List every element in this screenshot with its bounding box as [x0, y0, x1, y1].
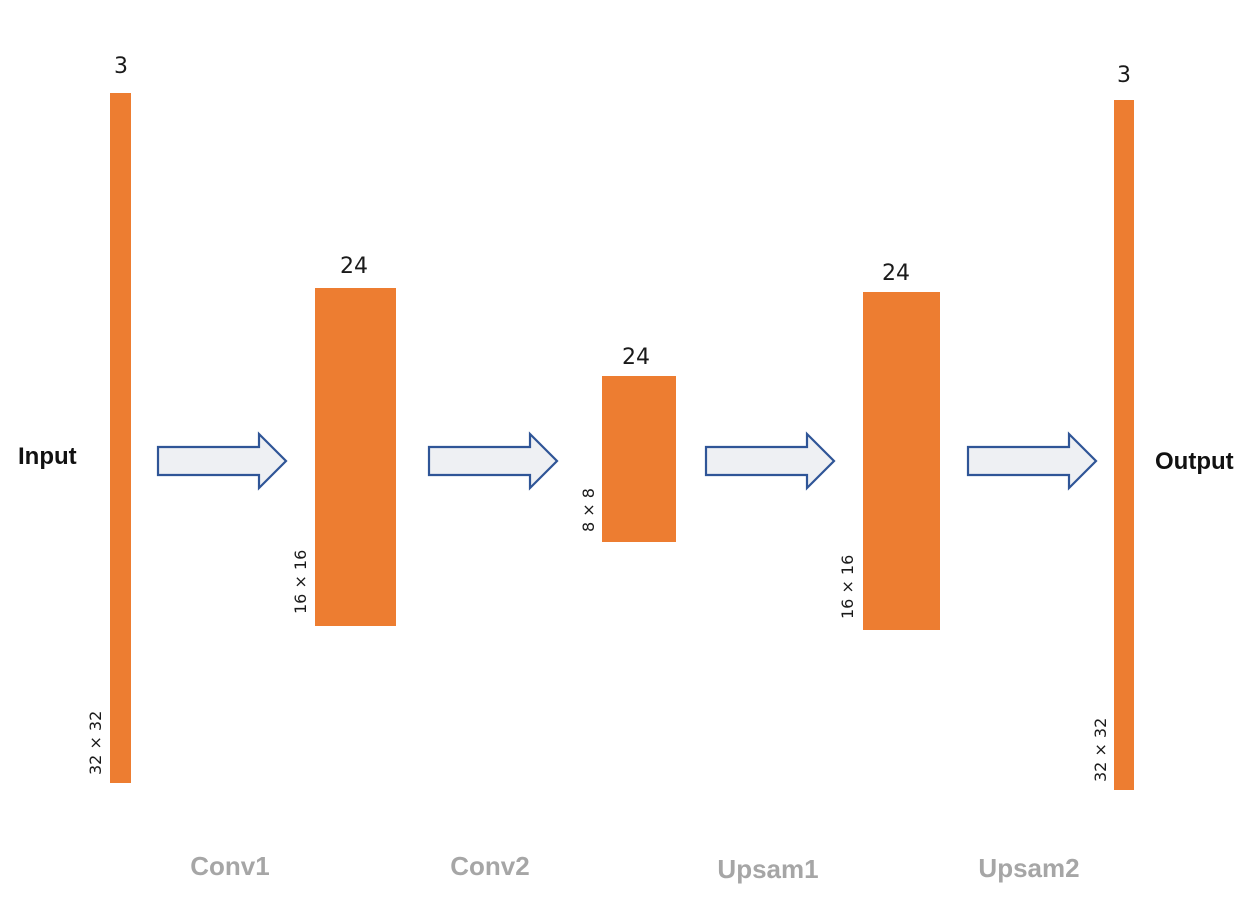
- input-size-label: 32 × 32: [86, 710, 105, 775]
- upsam2-arrow-icon: [966, 431, 1098, 491]
- upsam1-arrow-icon: [704, 431, 836, 491]
- conv2-feature-map: [602, 376, 676, 542]
- input-channels-label: 3: [114, 54, 128, 79]
- conv1-channels-label: 24: [340, 254, 368, 279]
- op-label-conv2: Conv2: [450, 851, 530, 881]
- upsam1-channels-label: 24: [882, 261, 910, 286]
- input-label: Input: [18, 443, 77, 470]
- conv1-arrow-icon: [156, 431, 288, 491]
- upsam1-feature-map: [863, 292, 940, 630]
- op-label-upsam2: Upsam2: [978, 853, 1080, 883]
- conv2-arrow-icon: [427, 431, 559, 491]
- conv1-feature-map: [315, 288, 396, 626]
- conv2-size-label: 8 × 8: [579, 488, 598, 532]
- input-feature-map: [110, 93, 131, 783]
- output-feature-map: [1114, 100, 1134, 790]
- output-label: Output: [1155, 448, 1234, 475]
- op-label-upsam1: Upsam1: [717, 854, 819, 884]
- op-label-conv1: Conv1: [190, 851, 270, 881]
- conv1-size-label: 16 × 16: [291, 549, 310, 614]
- output-size-label: 32 × 32: [1091, 717, 1110, 782]
- conv2-channels-label: 24: [622, 345, 650, 370]
- upsam1-size-label: 16 × 16: [838, 554, 857, 619]
- output-channels-label: 3: [1117, 63, 1131, 88]
